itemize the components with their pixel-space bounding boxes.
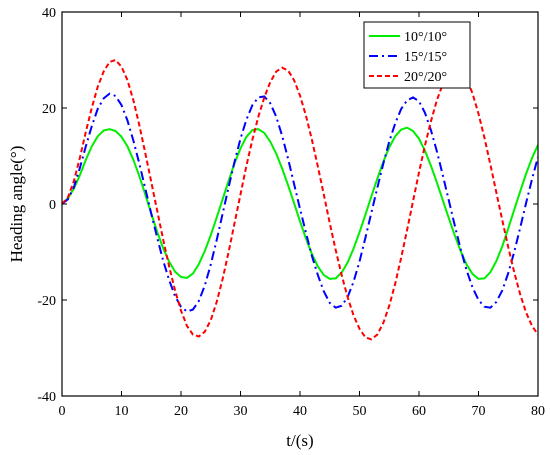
x-tick-label: 80 [531,404,545,419]
y-axis-title: Heading angle(°) [7,146,26,263]
legend: 10°/10° 15°/15° 20°/20° [363,21,471,89]
x-tick-label: 50 [353,404,367,419]
series-line-2 [62,92,538,313]
y-tick-label: -20 [37,294,56,309]
x-axis-title: t/(s) [286,431,313,450]
legend-label-3: 20°/20° [404,70,447,85]
y-tick-label: 20 [42,102,56,117]
x-tick-label: 0 [59,404,66,419]
y-tick-label: 0 [49,198,56,213]
y-tick-label: 40 [42,6,56,21]
x-tick-label: 70 [472,404,486,419]
legend-label-2: 15°/15° [404,50,447,65]
legend-label-1: 10°/10° [404,30,447,45]
x-tick-label: 60 [412,404,426,419]
y-tick-label: -40 [37,390,56,405]
x-tick-label: 10 [115,404,129,419]
ticks-layer: 0 10 20 30 40 50 60 70 80 -40 -20 0 20 40 [37,6,545,419]
x-tick-label: 20 [174,404,188,419]
x-tick-label: 40 [293,404,307,419]
series-line-1 [62,126,538,280]
x-tick-label: 30 [234,404,248,419]
